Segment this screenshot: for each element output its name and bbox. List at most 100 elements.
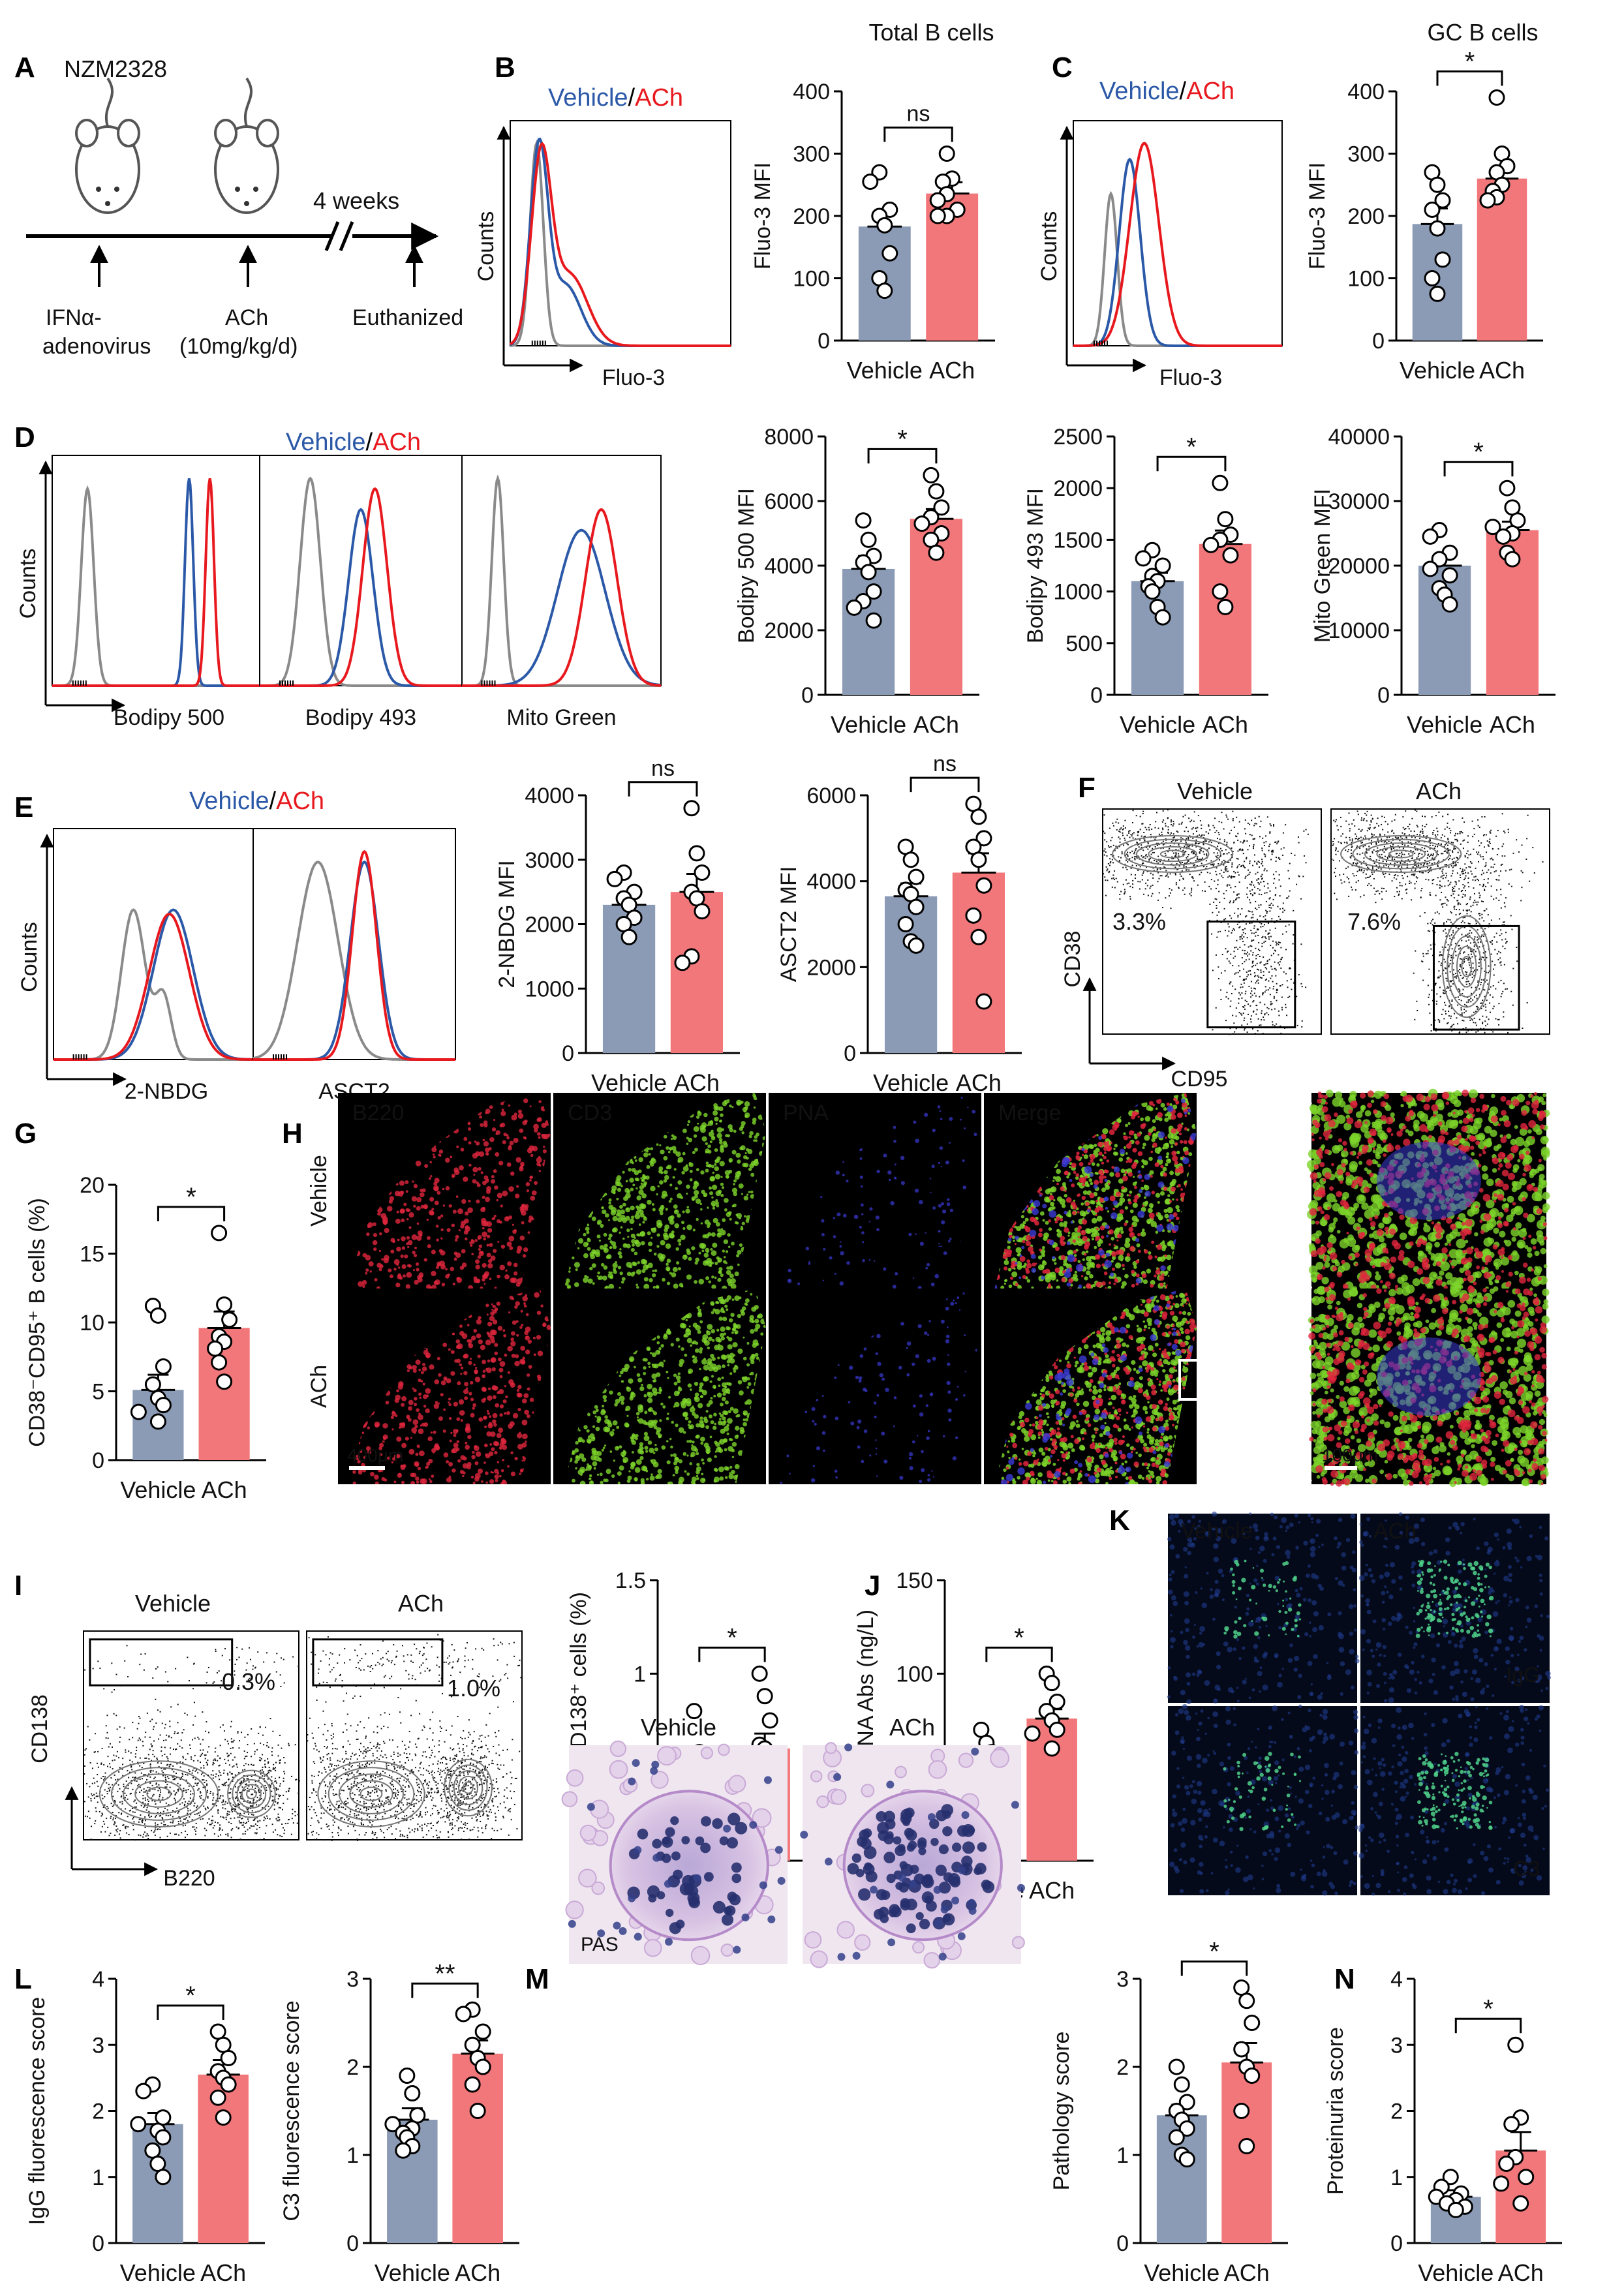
event-dot xyxy=(1387,823,1389,825)
event-dot xyxy=(215,1776,217,1778)
event-dot xyxy=(1477,929,1478,931)
event-dot xyxy=(170,1737,172,1739)
event-dot xyxy=(1106,855,1108,857)
event-dot xyxy=(91,1793,93,1795)
event-dot xyxy=(1398,865,1400,867)
event-dot xyxy=(1341,833,1343,835)
event-dot xyxy=(1424,859,1426,861)
event-dot xyxy=(1478,946,1480,948)
event-dot xyxy=(194,1715,196,1717)
event-dot xyxy=(1241,997,1243,999)
event-dot xyxy=(1243,840,1245,842)
event-dot xyxy=(1366,810,1368,812)
event-dot xyxy=(258,1799,260,1801)
event-dot xyxy=(1216,857,1218,859)
event-dot xyxy=(1156,842,1157,844)
event-dot xyxy=(1478,1018,1480,1020)
event-dot xyxy=(1261,937,1263,939)
event-dot xyxy=(1383,816,1385,818)
event-dot xyxy=(114,1799,115,1801)
event-dot xyxy=(1429,848,1431,850)
event-dot xyxy=(1479,894,1481,896)
event-dot xyxy=(1439,1020,1441,1022)
event-dot xyxy=(1443,989,1445,991)
event-dot xyxy=(1301,1026,1303,1028)
event-dot xyxy=(1186,827,1187,829)
event-dot xyxy=(1350,857,1352,859)
event-dot xyxy=(189,1744,191,1746)
event-dot xyxy=(1367,866,1369,868)
event-dot xyxy=(157,1790,159,1792)
event-dot xyxy=(1227,923,1229,925)
event-dot xyxy=(1458,1032,1460,1034)
event-dot xyxy=(1435,1030,1437,1031)
event-dot xyxy=(1250,893,1252,894)
event-dot xyxy=(172,1776,174,1778)
event-dot xyxy=(1443,859,1445,861)
event-dot xyxy=(1226,958,1228,960)
event-dot xyxy=(247,1744,249,1746)
event-dot xyxy=(1238,848,1240,850)
event-dot xyxy=(1445,843,1447,845)
event-dot xyxy=(1260,904,1262,906)
event-dot xyxy=(1193,851,1195,853)
event-dot xyxy=(139,1786,141,1788)
event-dot xyxy=(1239,969,1241,971)
event-dot xyxy=(164,1824,166,1825)
event-dot xyxy=(1103,831,1105,832)
event-dot xyxy=(1154,827,1156,829)
event-dot xyxy=(197,1760,199,1762)
event-dot xyxy=(262,1771,264,1773)
event-dot xyxy=(192,1688,194,1690)
event-dot xyxy=(1235,972,1237,974)
event-dot xyxy=(1343,881,1345,883)
event-dot xyxy=(187,1820,189,1822)
event-dot xyxy=(365,1763,367,1765)
event-dot xyxy=(1360,819,1362,821)
event-dot xyxy=(420,1814,421,1816)
event-dot xyxy=(408,1731,410,1733)
event-dot xyxy=(1142,863,1144,864)
event-dot xyxy=(1473,893,1475,894)
event-dot xyxy=(1223,840,1225,842)
event-dot xyxy=(114,1821,115,1823)
event-dot xyxy=(1270,825,1272,827)
event-dot xyxy=(1489,1011,1491,1013)
event-dot xyxy=(316,1838,318,1840)
event-dot xyxy=(1387,866,1389,868)
event-dot xyxy=(1246,887,1248,889)
event-dot xyxy=(1211,933,1213,935)
ach-dose-label: (10mg/kg/d) xyxy=(179,334,298,359)
event-dot xyxy=(194,1830,196,1832)
event-dot xyxy=(125,1751,127,1753)
event-dot xyxy=(1225,918,1227,920)
event-dot xyxy=(1261,878,1263,880)
event-dot xyxy=(1467,850,1469,852)
event-dot xyxy=(365,1796,367,1798)
event-dot xyxy=(232,1741,234,1743)
event-dot xyxy=(142,1836,144,1838)
event-dot xyxy=(1208,841,1210,843)
event-dot xyxy=(1113,879,1115,881)
event-dot xyxy=(277,1816,279,1818)
event-dot xyxy=(275,1794,277,1795)
histogram-frame xyxy=(253,828,456,1060)
event-dot xyxy=(1381,887,1383,889)
event-dot xyxy=(1455,954,1457,956)
event-dot xyxy=(1490,872,1492,874)
event-dot xyxy=(177,1823,179,1825)
event-dot xyxy=(1227,935,1229,937)
event-dot xyxy=(1231,877,1233,879)
event-dot xyxy=(1332,859,1334,861)
event-dot xyxy=(262,1766,264,1768)
event-dot xyxy=(138,1737,140,1739)
event-dot xyxy=(1257,888,1259,890)
event-dot xyxy=(1221,812,1223,814)
event-dot xyxy=(1467,877,1469,879)
event-dot xyxy=(1362,872,1364,874)
event-dot xyxy=(343,1700,345,1702)
event-dot xyxy=(219,1789,221,1791)
event-dot xyxy=(1269,987,1271,989)
event-dot xyxy=(1429,862,1431,864)
